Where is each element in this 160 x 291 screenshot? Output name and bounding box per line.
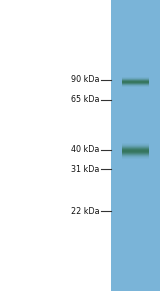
Bar [122, 143, 149, 144]
Bar [122, 153, 149, 154]
Bar [122, 148, 149, 149]
Bar [122, 150, 149, 151]
Bar [122, 86, 149, 87]
Bar [122, 83, 149, 84]
Bar [122, 84, 149, 85]
Bar [122, 151, 149, 152]
Bar [122, 154, 149, 155]
Text: 90 kDa: 90 kDa [71, 75, 99, 84]
Bar [122, 144, 149, 145]
Bar [122, 149, 149, 150]
Bar [122, 81, 149, 82]
Text: 65 kDa: 65 kDa [71, 95, 99, 104]
Text: 40 kDa: 40 kDa [71, 146, 99, 155]
Bar [122, 156, 149, 157]
Bar [122, 79, 149, 80]
Bar [122, 155, 149, 156]
Bar [122, 157, 149, 158]
Bar [122, 146, 149, 147]
Text: 31 kDa: 31 kDa [71, 164, 99, 173]
Bar [122, 158, 149, 159]
Bar [122, 145, 149, 146]
Bar [122, 152, 149, 153]
Bar [122, 77, 149, 78]
Bar [111, 0, 160, 291]
Bar [122, 85, 149, 86]
Bar [122, 147, 149, 148]
Bar [122, 80, 149, 81]
Bar [122, 82, 149, 83]
Text: 22 kDa: 22 kDa [71, 207, 99, 216]
Bar [122, 78, 149, 79]
